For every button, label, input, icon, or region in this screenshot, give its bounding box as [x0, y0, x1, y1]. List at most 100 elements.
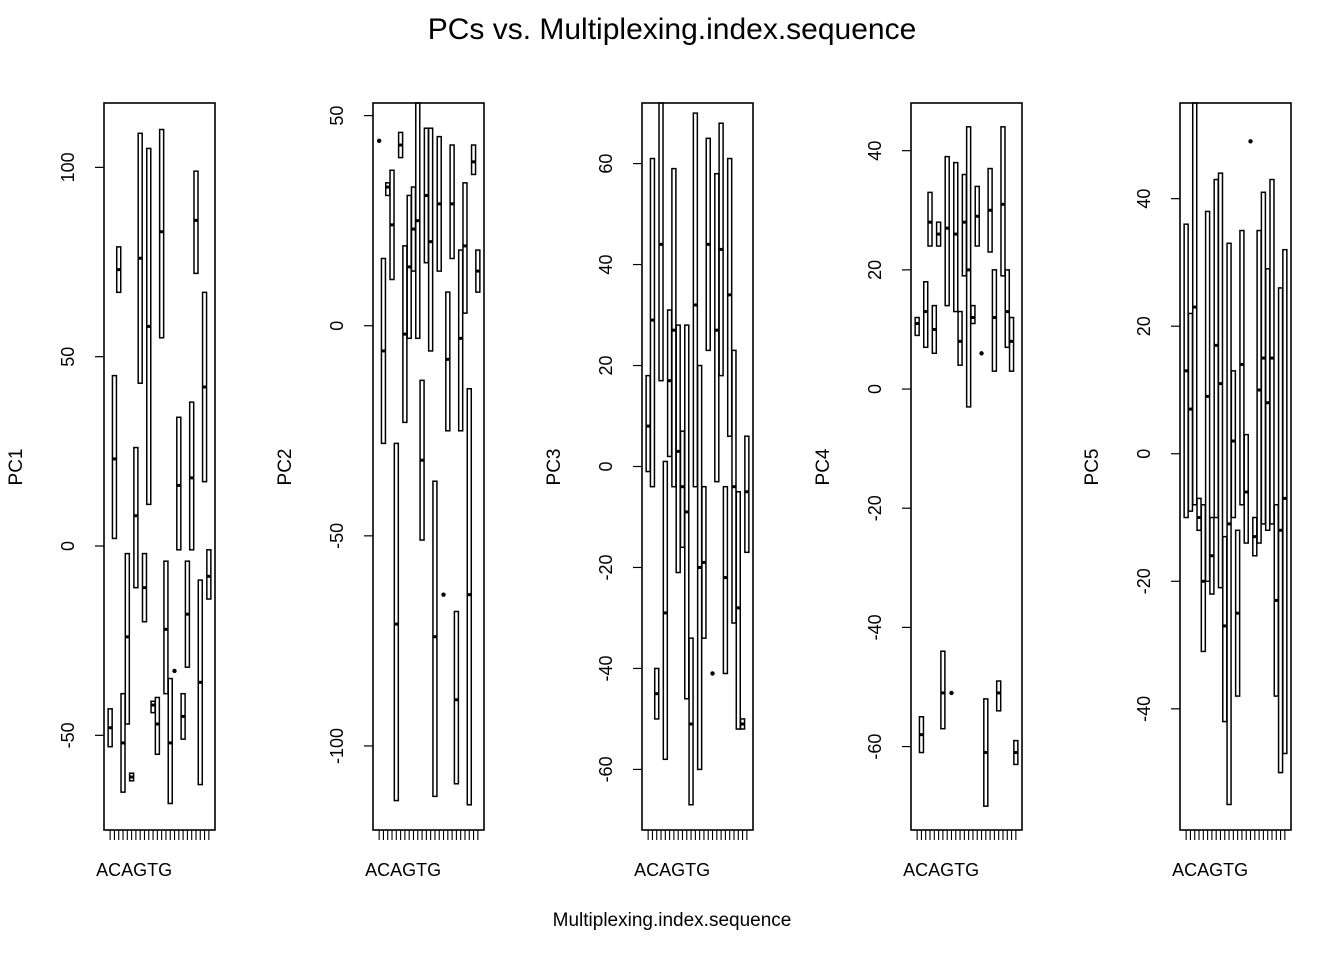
box-24	[1282, 248, 1288, 755]
box-8	[944, 155, 950, 307]
box-3	[1191, 102, 1198, 506]
box-18	[449, 144, 455, 260]
box-22	[1004, 269, 1011, 349]
y-tick-label: -40	[1134, 696, 1154, 722]
y-tick-label: 50	[58, 347, 78, 367]
box-7	[133, 446, 139, 589]
box-body	[735, 490, 742, 730]
box-12	[423, 127, 430, 264]
y-tick-label: -60	[865, 734, 885, 760]
box-body	[1239, 229, 1245, 506]
y-tick-label: 40	[865, 141, 885, 161]
box-11	[688, 637, 694, 806]
box-23	[201, 291, 208, 483]
box-10	[953, 161, 959, 313]
box-8	[1213, 178, 1219, 519]
box-18	[180, 692, 186, 740]
y-tick-label: -20	[1134, 568, 1154, 594]
box-19	[991, 269, 998, 372]
box-17	[983, 698, 989, 807]
panels: -50050100PC1ACAGTG-100-50050PC2ACAGTG-60…	[6, 102, 1292, 880]
box-body	[675, 324, 681, 574]
box-body	[154, 696, 161, 756]
box-8	[137, 132, 143, 384]
box-7	[940, 650, 946, 730]
box-21	[1269, 178, 1275, 525]
box-15	[705, 137, 711, 352]
box-16	[1248, 139, 1253, 144]
y-tick-label: 0	[1134, 449, 1154, 459]
plot-frame	[1179, 102, 1292, 831]
box-19	[453, 610, 460, 785]
box-body	[449, 144, 455, 260]
box-20	[188, 401, 195, 551]
box-4	[658, 102, 664, 382]
box-body	[957, 310, 963, 366]
box-body	[671, 167, 677, 488]
box-14	[701, 485, 707, 639]
box-body	[1008, 316, 1015, 372]
box-body	[1243, 433, 1249, 544]
box-body	[995, 680, 1002, 712]
box-2	[1187, 312, 1194, 512]
box-9	[949, 690, 954, 696]
y-axis-label: PC3	[544, 449, 565, 486]
box-6	[397, 131, 404, 159]
y-tick-label: -100	[327, 728, 347, 764]
box-5	[124, 552, 131, 725]
box-body	[944, 155, 950, 307]
box-24	[206, 549, 212, 600]
box-15	[167, 677, 173, 805]
box-4	[120, 692, 126, 793]
box-body	[1269, 178, 1275, 525]
box-body	[1222, 535, 1228, 723]
y-tick-label: -40	[596, 655, 616, 681]
box-17	[714, 172, 720, 483]
box-body	[662, 460, 669, 761]
box-body	[714, 172, 720, 483]
y-tick-label: 20	[596, 356, 616, 376]
box-9	[1217, 172, 1224, 589]
box-13	[158, 128, 165, 339]
box-5	[393, 442, 400, 802]
box-18	[987, 167, 993, 253]
box-19	[1260, 191, 1267, 525]
outlier-point	[710, 671, 715, 676]
plot-frame	[103, 102, 216, 831]
y-tick-label: 0	[865, 384, 885, 394]
box-body	[645, 374, 651, 473]
box-body	[188, 401, 195, 551]
y-axis-label: PC2	[275, 449, 296, 486]
outlier-point	[949, 690, 954, 696]
y-axis-label: PC5	[1082, 449, 1103, 486]
box-body	[1187, 312, 1194, 512]
box-6	[1204, 210, 1211, 583]
box-24	[475, 249, 481, 293]
box-11	[1226, 242, 1232, 806]
box-3	[384, 182, 391, 197]
box-body	[393, 442, 400, 802]
box-16	[710, 671, 715, 676]
y-tick-label: 40	[1134, 189, 1154, 209]
box-body	[427, 127, 434, 352]
box-body	[940, 650, 946, 730]
box-9	[679, 430, 686, 549]
y-tick-label: 20	[1134, 316, 1154, 336]
box-9	[410, 186, 417, 272]
box-body	[462, 182, 468, 314]
box-body	[991, 269, 998, 372]
box-21	[731, 349, 737, 624]
box-10	[1222, 535, 1228, 723]
box-20	[457, 249, 464, 432]
x-tick-label: ACAGTG	[96, 860, 172, 880]
box-17	[445, 291, 451, 432]
panel-pc3: -60 -40 -20 0 20 40 60 PC3 ACAGTG	[544, 102, 754, 880]
box-body	[914, 316, 920, 337]
box-11	[957, 310, 963, 366]
box-1	[645, 374, 651, 473]
box-body	[953, 161, 959, 313]
outlier-point	[1248, 139, 1253, 144]
box-1	[914, 316, 920, 337]
box-body	[1196, 497, 1202, 532]
box-12	[154, 696, 161, 756]
